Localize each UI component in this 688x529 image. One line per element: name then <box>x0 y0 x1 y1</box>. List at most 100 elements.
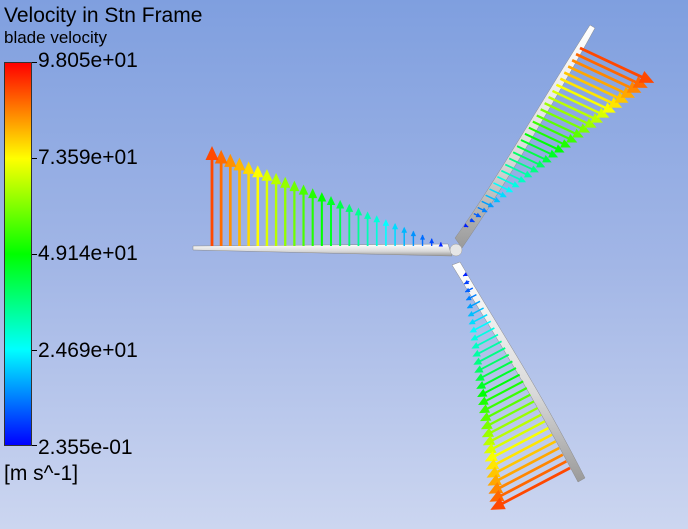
velocity-vector-upper <box>559 77 619 107</box>
velocity-arrowhead-lower <box>478 396 489 406</box>
velocity-arrowhead-upper <box>493 196 501 203</box>
velocity-arrowhead-upper <box>481 207 488 213</box>
velocity-arrowhead-upper <box>517 175 527 183</box>
velocity-arrowhead-lower <box>475 373 485 381</box>
velocity-vector-upper <box>555 83 612 112</box>
velocity-vector-upper <box>520 139 556 158</box>
colorbar-tick-mark <box>32 62 37 63</box>
colorbar-tick-min: 2.355e-01 <box>38 436 133 459</box>
legend-title: Velocity in Stn Frame <box>4 4 203 27</box>
velocity-arrowhead-lower <box>484 450 498 462</box>
velocity-vector-lower <box>476 353 510 373</box>
velocity-arrowhead-upper <box>542 155 552 163</box>
velocity-arrowhead-lower <box>466 303 474 309</box>
velocity-arrowhead-left <box>354 207 363 216</box>
velocity-arrowhead-lower <box>467 311 475 317</box>
velocity-arrowhead-left <box>420 234 426 240</box>
rotor-hub <box>449 243 463 257</box>
velocity-arrowhead-upper <box>487 202 495 208</box>
velocity-arrowhead-left <box>345 203 354 212</box>
velocity-arrowhead-left <box>410 230 417 237</box>
velocity-vector-lower <box>491 446 560 485</box>
velocity-arrowhead-left <box>401 226 408 233</box>
velocity-arrowhead-lower <box>486 466 501 478</box>
velocity-arrowhead-upper <box>566 134 578 143</box>
velocity-arrowhead-left <box>280 176 291 188</box>
velocity-arrowhead-left <box>261 169 273 181</box>
colorbar-tick-mark <box>32 350 37 351</box>
blade-lower <box>451 261 586 483</box>
velocity-arrowhead-left <box>308 188 318 199</box>
velocity-arrowhead-upper <box>505 186 514 193</box>
velocity-vector-lower <box>483 400 535 429</box>
velocity-arrowhead-upper <box>584 118 597 128</box>
velocity-vector-upper <box>571 59 637 92</box>
velocity-arrowhead-lower <box>470 334 479 341</box>
velocity-vector-lower <box>486 413 542 445</box>
velocity-arrowhead-lower <box>462 272 468 277</box>
velocity-vector-lower <box>481 387 528 413</box>
colorbar-tick-mark <box>32 445 37 446</box>
colorbar-tick-2: 7.359e+01 <box>38 146 138 169</box>
velocity-arrowhead-lower <box>465 295 472 301</box>
velocity-arrowhead-left <box>224 153 237 167</box>
velocity-vector-upper <box>575 52 644 87</box>
legend-variable: blade velocity <box>4 28 108 47</box>
velocity-arrowhead-upper <box>638 71 655 83</box>
velocity-arrowhead-lower <box>479 412 492 422</box>
velocity-vector-upper <box>563 71 625 102</box>
velocity-arrowhead-lower <box>480 419 493 430</box>
colorbar-tick-mark <box>32 158 37 159</box>
velocity-vector-lower <box>480 380 524 405</box>
velocity-vector-lower <box>490 440 557 477</box>
velocity-vector-upper <box>536 114 581 137</box>
velocity-vector-lower <box>488 426 549 461</box>
velocity-vector-lower <box>482 393 531 421</box>
velocity-vector-lower <box>478 367 517 389</box>
velocity-arrowhead-lower <box>469 326 477 333</box>
velocity-arrowhead-lower <box>476 380 487 389</box>
velocity-arrowhead-upper <box>469 217 475 223</box>
velocity-arrowhead-upper <box>590 113 603 123</box>
velocity-vector-upper <box>548 95 600 122</box>
velocity-arrowhead-upper <box>560 139 571 148</box>
velocity-arrowhead-left <box>233 157 246 171</box>
velocity-arrowhead-lower <box>464 287 471 293</box>
velocity-vector-lower <box>485 406 539 437</box>
velocity-vector-upper <box>524 132 563 153</box>
velocity-vector-upper <box>551 89 606 117</box>
blade-left <box>192 243 453 257</box>
rotor-blades <box>192 24 596 483</box>
velocity-arrowhead-left <box>429 238 435 244</box>
velocity-arrowhead-left <box>438 242 444 247</box>
velocity-arrowhead-upper <box>548 149 559 158</box>
velocity-arrowhead-lower <box>490 497 506 510</box>
velocity-arrowhead-upper <box>523 170 533 178</box>
blade-upper <box>454 24 596 249</box>
velocity-arrowhead-left <box>382 219 390 226</box>
velocity-vector-upper <box>540 108 588 132</box>
velocity-arrowhead-left <box>289 180 300 192</box>
velocity-arrowhead-upper <box>578 123 591 133</box>
legend-units: [m s^-1] <box>4 462 79 485</box>
velocity-arrowhead-lower <box>483 443 497 454</box>
velocity-vector-lower <box>492 453 564 493</box>
velocity-arrowhead-lower <box>489 489 505 502</box>
colorbar-tick-4: 2.469e+01 <box>38 339 138 362</box>
colorbar-tick-max: 9.805e+01 <box>38 49 138 72</box>
velocity-arrowhead-left <box>205 146 219 160</box>
velocity-vector-upper <box>528 126 569 147</box>
velocity-vector-upper <box>516 145 550 163</box>
velocity-arrowhead-left <box>270 172 282 185</box>
velocity-arrowhead-upper <box>536 160 546 168</box>
velocity-arrowhead-upper <box>511 181 520 188</box>
velocity-arrowhead-left <box>252 165 264 178</box>
velocity-arrowhead-left <box>336 199 345 209</box>
velocity-arrowhead-lower <box>487 474 502 486</box>
velocity-arrowhead-lower <box>471 342 480 349</box>
velocity-arrowhead-upper <box>596 107 610 118</box>
velocity-arrowhead-upper <box>475 212 482 218</box>
velocity-arrowhead-lower <box>468 318 476 325</box>
velocity-arrowhead-left <box>214 149 228 164</box>
